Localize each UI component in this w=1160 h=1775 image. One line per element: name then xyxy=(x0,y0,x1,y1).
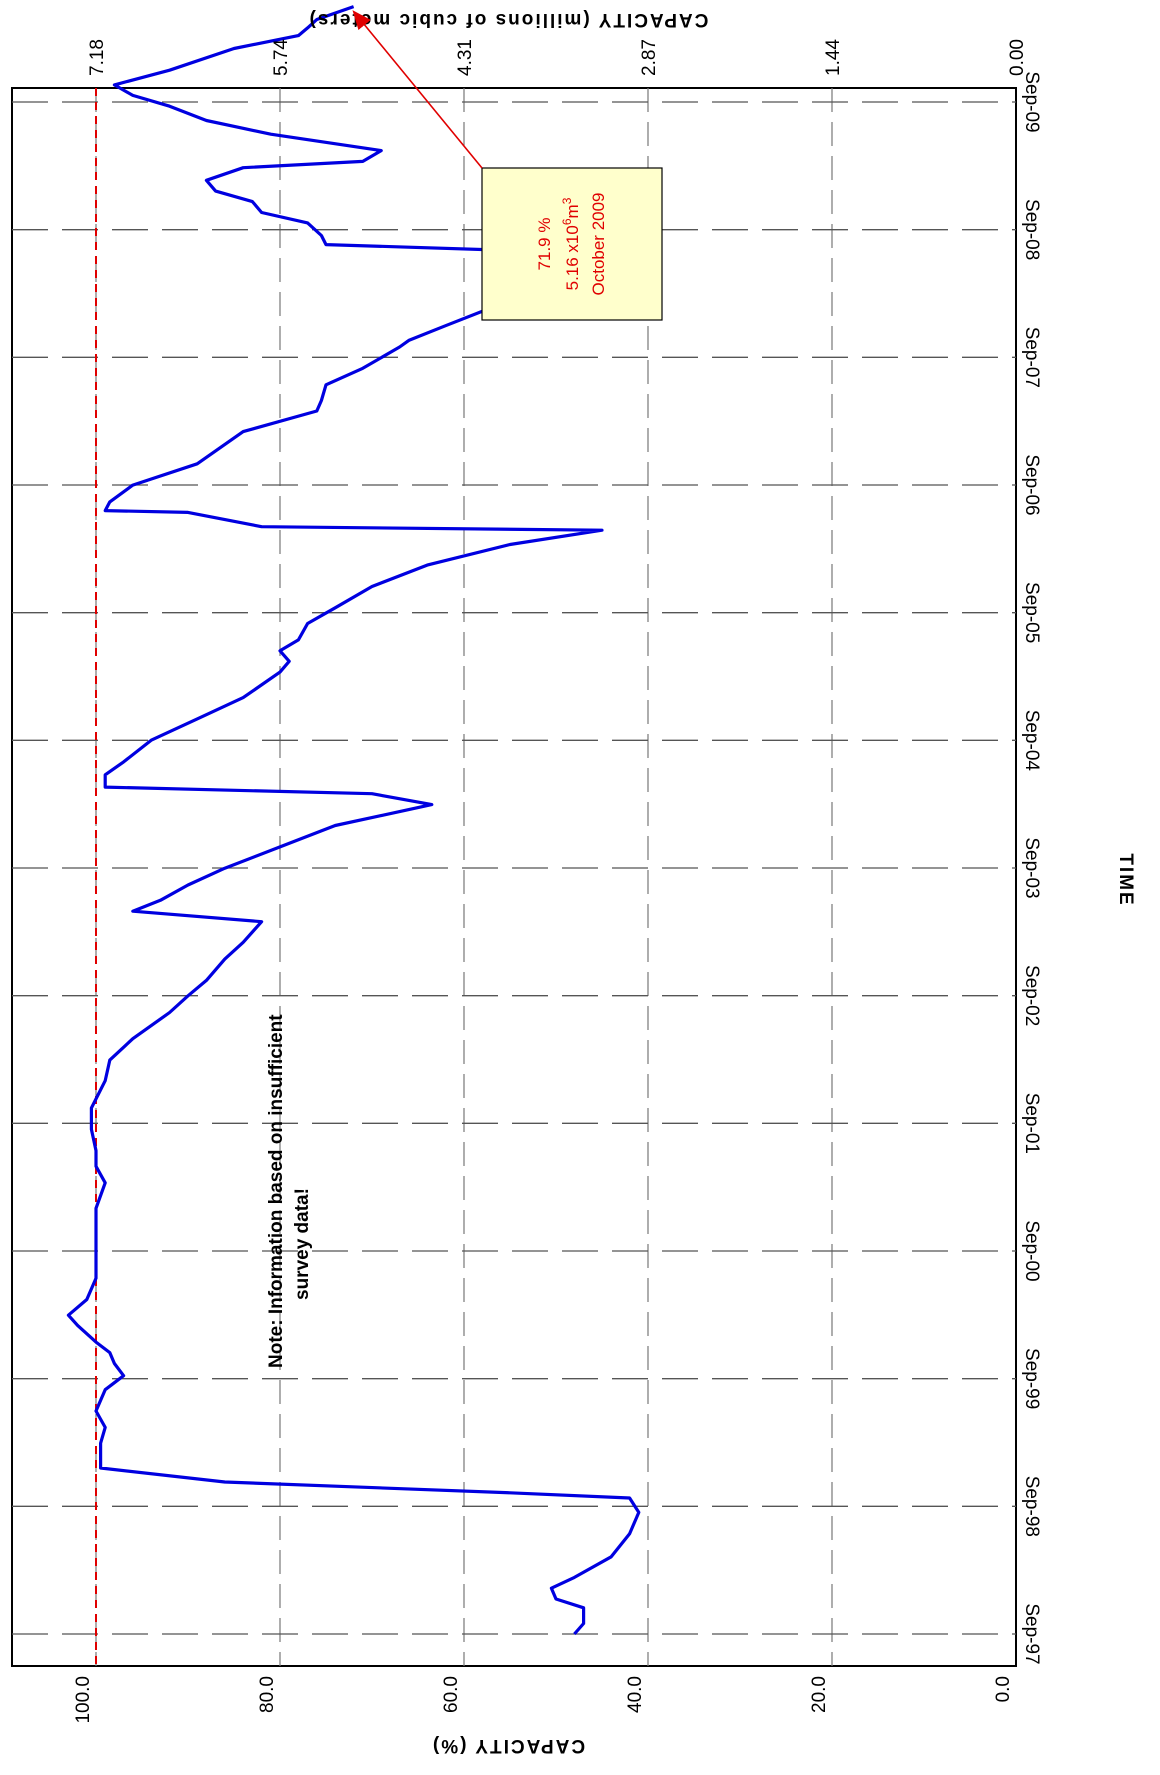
percent-tick-label: 80.0 xyxy=(257,1676,278,1713)
y-axis-title-percent: CAPACITY (%) xyxy=(431,1735,585,1756)
x-axis-title-time: TIME xyxy=(1115,853,1136,906)
callout-box xyxy=(481,167,663,321)
volume-tick-label: 4.31 xyxy=(455,39,476,76)
callout-volume-base: 5.16 x10 xyxy=(563,225,582,290)
callout-volume-unit: m xyxy=(563,204,582,218)
time-tick-label: Sep-99 xyxy=(1021,1348,1042,1409)
callout-date: October 2009 xyxy=(589,192,608,295)
callout-volume-exponent: 6 xyxy=(560,218,574,225)
percent-tick-label: 20.0 xyxy=(809,1676,830,1713)
capacity-series xyxy=(66,5,641,1636)
volume-tick-label: 2.87 xyxy=(639,39,660,76)
capacity-volume-ticks: 0.00 1.44 2.87 4.31 5.74 7.18 xyxy=(87,39,1028,76)
value-gridlines xyxy=(95,88,833,1666)
capacity-percent-ticks: 0.0 20.0 40.0 60.0 80.0 100.0 xyxy=(73,1676,1014,1724)
percent-tick-label: 0.0 xyxy=(993,1676,1014,1702)
callout-volume-unit-exponent: 3 xyxy=(560,197,574,204)
time-tick-label: Sep-97 xyxy=(1021,1603,1042,1664)
time-tick-label: Sep-08 xyxy=(1021,199,1042,260)
volume-tick-label: 0.00 xyxy=(1007,39,1028,76)
time-tick-label: Sep-04 xyxy=(1021,710,1042,772)
y-axis-title-volume: CAPACITY (millions of cubic meters) xyxy=(308,9,709,30)
volume-tick-label: 5.74 xyxy=(271,39,292,76)
percent-tick-label: 100.0 xyxy=(73,1676,94,1724)
callout-percent: 71.9 % xyxy=(535,218,554,271)
volume-tick-label: 1.44 xyxy=(823,39,844,76)
note-line-2: survey data! xyxy=(292,1188,313,1300)
time-tick-label: Sep-06 xyxy=(1021,454,1042,515)
time-tick-label: Sep-07 xyxy=(1021,327,1042,388)
time-tick-label: Sep-98 xyxy=(1021,1476,1042,1537)
capacity-series-line xyxy=(66,5,641,1636)
time-ticks: Sep-97 Sep-98 Sep-99 Sep-00 Sep-01 Sep-02 Sep-… xyxy=(1021,71,1042,1664)
time-tick-label: Sep-05 xyxy=(1021,582,1042,643)
time-tick-label: Sep-00 xyxy=(1021,1220,1042,1281)
time-tick-label: Sep-09 xyxy=(1021,71,1042,132)
callout-arrow xyxy=(352,10,483,169)
time-tick-label: Sep-02 xyxy=(1021,965,1042,1026)
volume-tick-label: 7.18 xyxy=(87,39,108,76)
plot-area xyxy=(11,87,1017,1667)
time-tick-label: Sep-03 xyxy=(1021,837,1042,898)
callout-volume: 5.16 x106m3 xyxy=(560,197,582,290)
time-tick-label: Sep-01 xyxy=(1021,1093,1042,1154)
percent-tick-label: 40.0 xyxy=(625,1676,646,1713)
percent-tick-label: 60.0 xyxy=(441,1676,462,1713)
note-line-1: Note: Information based on insufficient xyxy=(266,1014,287,1368)
